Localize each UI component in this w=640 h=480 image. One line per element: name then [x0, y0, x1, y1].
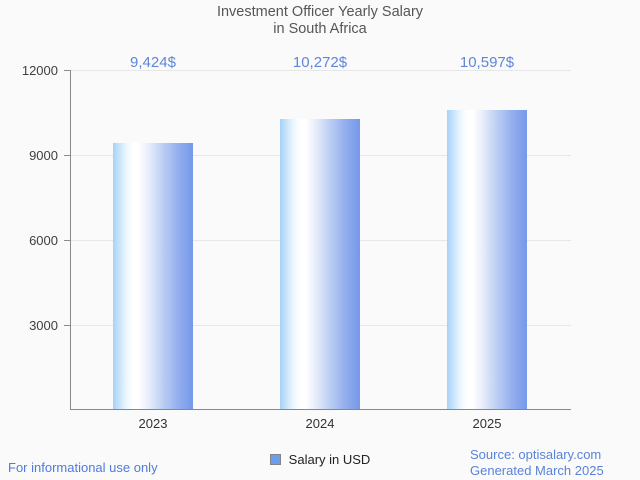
chart-title: Investment Officer Yearly Salary in Sout…	[0, 4, 640, 38]
y-axis-tick-12000	[64, 70, 70, 71]
x-axis-label-2025: 2025	[472, 416, 502, 431]
x-axis-label-2023: 2023	[138, 416, 168, 431]
source-link[interactable]: Source: optisalary.com	[470, 447, 602, 462]
chart-title-line1: Investment Officer Yearly Salary	[216, 4, 424, 20]
bar-value-label-2023: 9,424$	[130, 54, 176, 71]
y-axis-tick-label-12000: 12000	[21, 63, 58, 78]
gridline-12000	[71, 70, 571, 71]
x-axis-label-2024: 2024	[305, 416, 335, 431]
y-axis-tick-9000	[64, 155, 70, 156]
generated-date: Generated March 2025	[470, 463, 604, 478]
chart-title-line2: in South Africa	[273, 21, 367, 37]
legend-swatch-icon	[269, 453, 281, 465]
y-axis-tick-label-9000: 9000	[29, 148, 58, 163]
y-axis-tick-6000	[64, 240, 70, 241]
y-axis-tick-label-6000: 6000	[29, 233, 58, 248]
y-axis-tick-3000	[64, 325, 70, 326]
disclaimer-text: For informational use only	[8, 460, 158, 475]
bar-value-label-2024: 10,272$	[292, 54, 348, 71]
y-axis-tick-label-3000: 3000	[29, 318, 58, 333]
bar-2024[interactable]	[280, 119, 360, 409]
bar-2023[interactable]	[113, 143, 193, 409]
plot-area	[64, 70, 571, 410]
bar-2025[interactable]	[447, 110, 527, 409]
source-block: Source: optisalary.com Generated March 2…	[470, 447, 604, 479]
legend-label: Salary in USD	[288, 451, 371, 467]
legend[interactable]: Salary in USD	[0, 451, 640, 467]
bar-value-label-2025: 10,597$	[459, 54, 515, 71]
